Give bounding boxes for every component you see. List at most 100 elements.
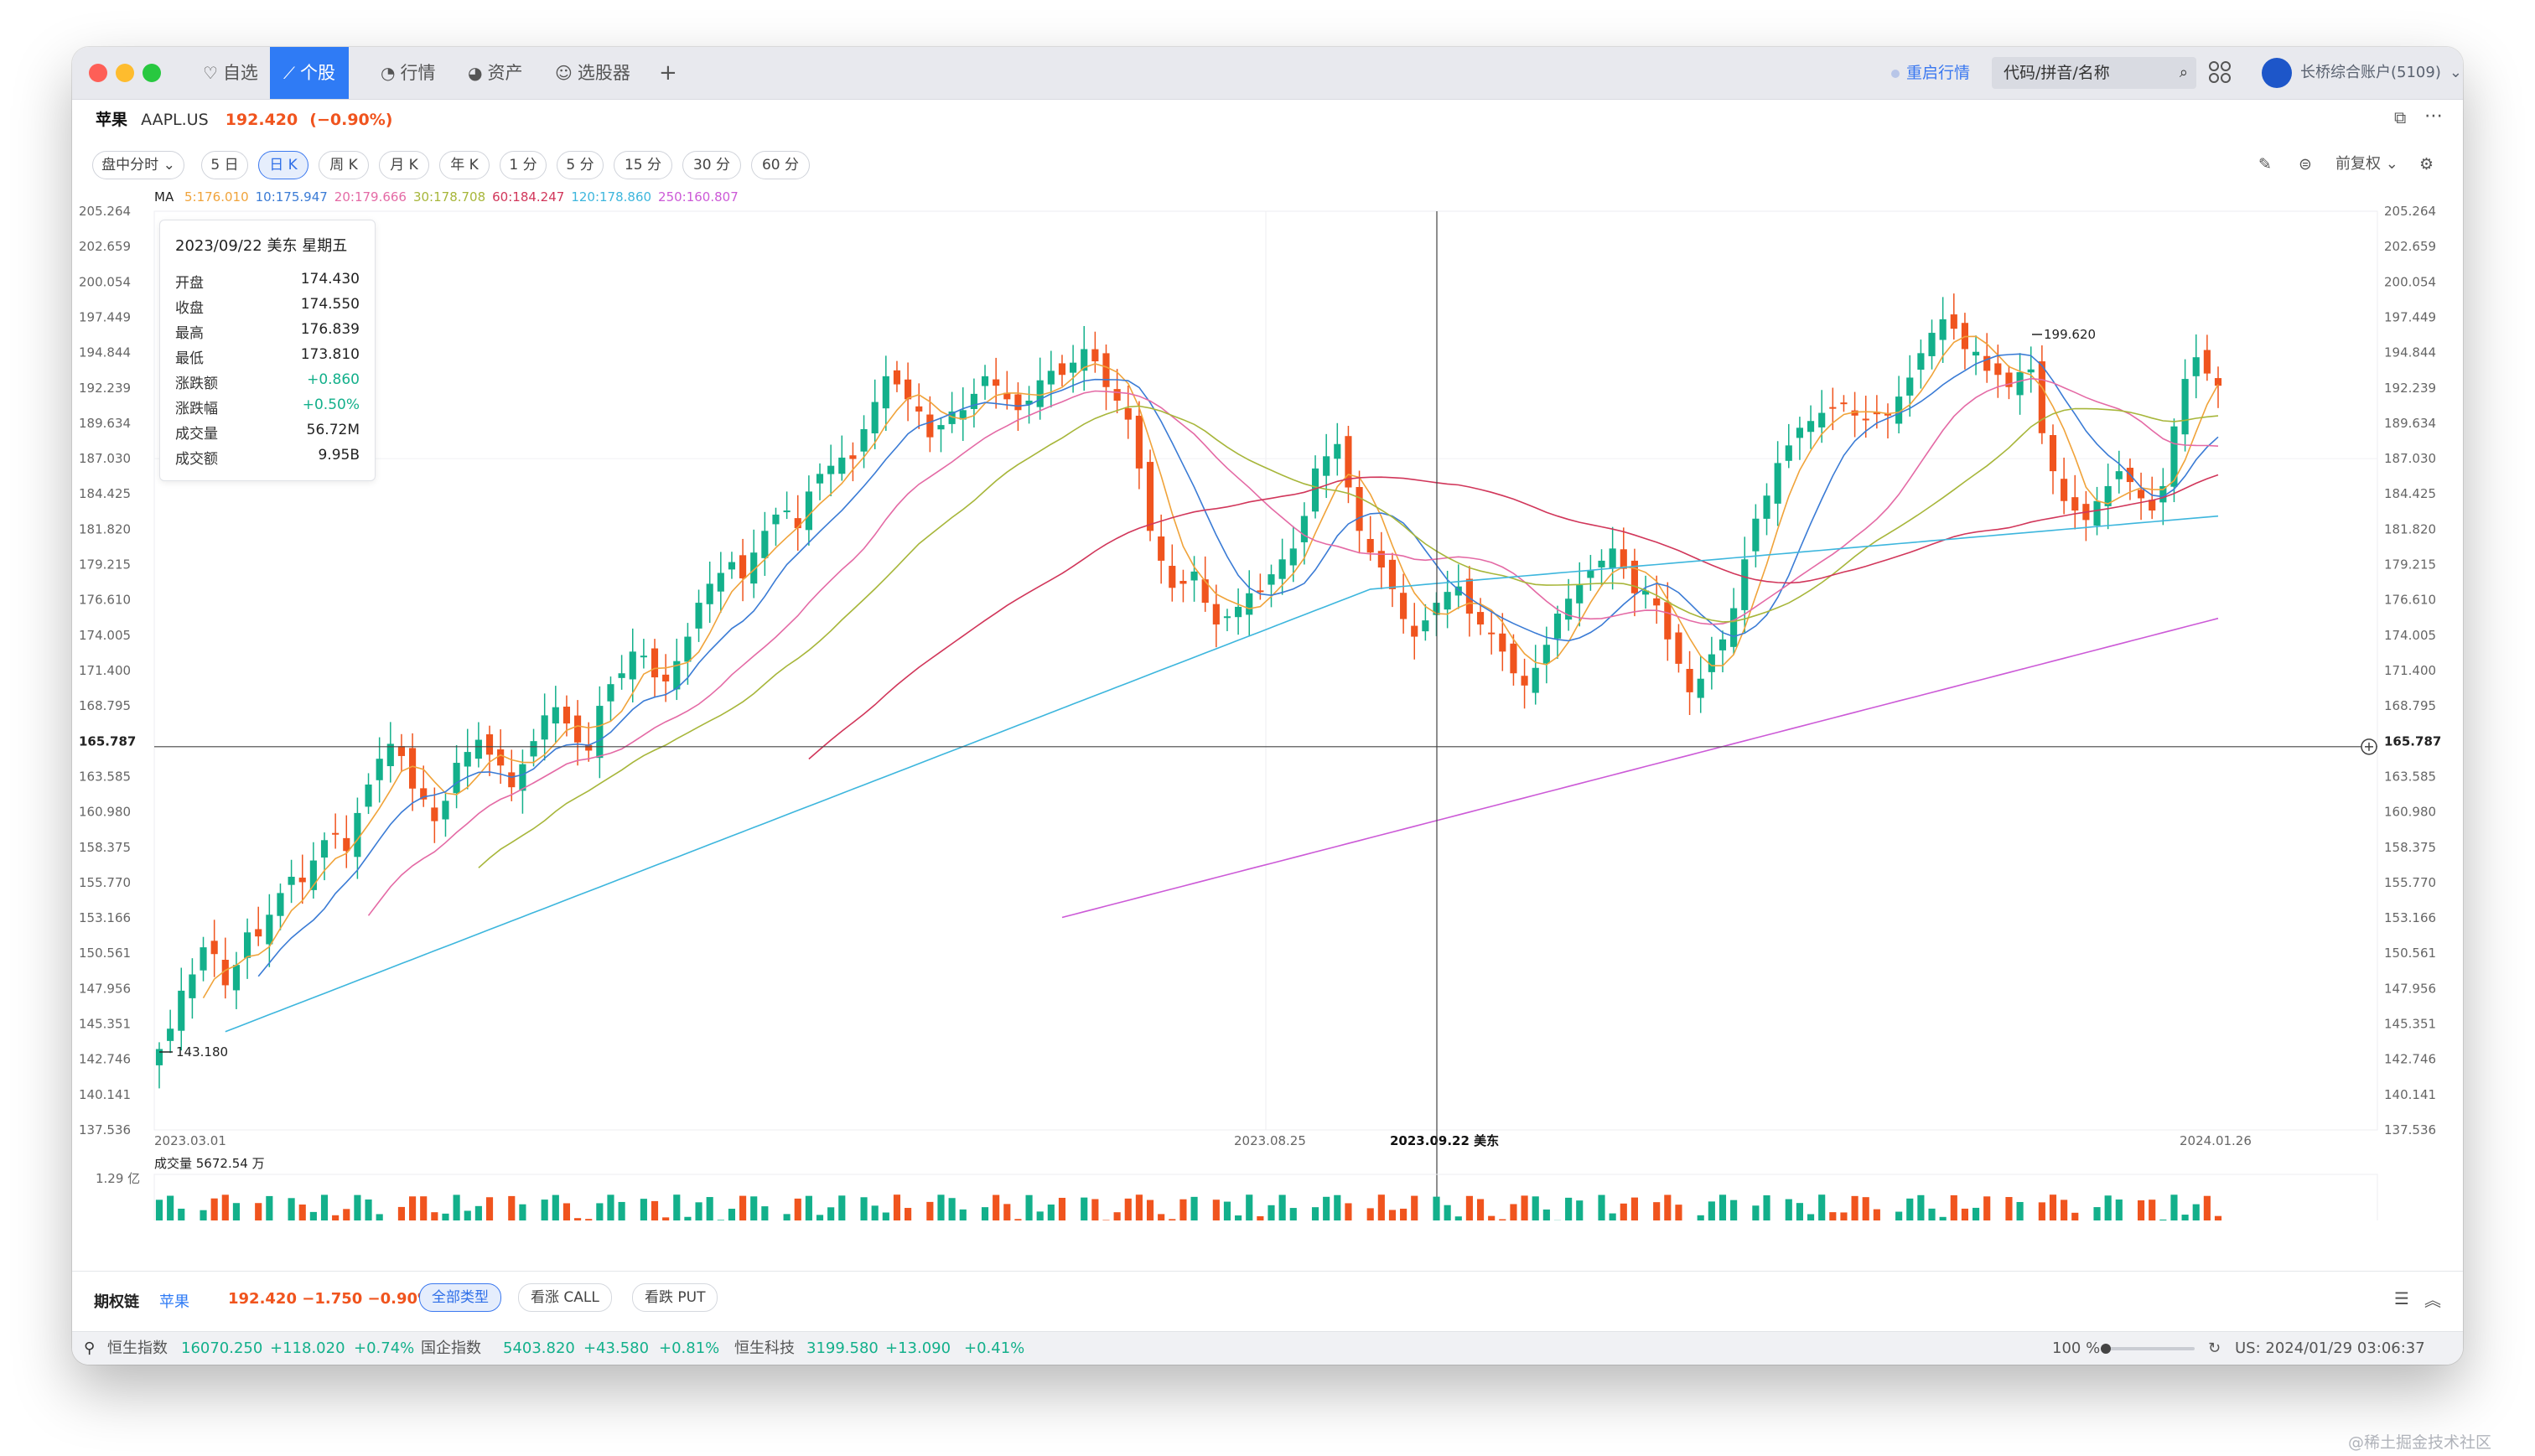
candle-body	[1895, 396, 1903, 424]
stock-code: AAPL.US	[141, 111, 209, 129]
volume-bar	[431, 1212, 438, 1220]
kline-chart[interactable]: 205.264 205.264 202.659 202.659 200.054 200.0…	[72, 47, 2463, 1220]
candle-body	[959, 410, 967, 420]
candle-body	[2093, 500, 2101, 526]
volume-bar	[1840, 1212, 1848, 1220]
tooltip-row: 收盘 174.550	[175, 296, 360, 317]
volume-bar	[298, 1204, 306, 1220]
period-15m[interactable]: 15 分	[614, 151, 672, 179]
zoom-slider-handle[interactable]	[2101, 1344, 2111, 1354]
y-tick-right: 142.746	[2384, 1052, 2436, 1067]
restart-quotes-button[interactable]: 重启行情	[1891, 47, 1970, 99]
tab-assets[interactable]: ◕ 资产	[454, 47, 536, 99]
popout-icon[interactable]: ⧉	[2394, 107, 2407, 127]
tooltip-value: 174.550	[300, 296, 360, 313]
candle-body	[1708, 654, 1715, 672]
ma120-line	[225, 515, 2219, 1033]
candle-body	[1917, 353, 1925, 370]
candle-body	[277, 893, 284, 916]
volume-bar	[1752, 1205, 1760, 1220]
volume-bar	[882, 1212, 889, 1220]
volume-bar	[1278, 1194, 1286, 1220]
candle-body	[2170, 426, 2178, 487]
period-weekly[interactable]: 周 K	[319, 151, 369, 179]
period-5m[interactable]: 5 分	[557, 151, 604, 179]
candle-body	[805, 491, 812, 531]
list-settings-icon[interactable]: ☰	[2394, 1288, 2409, 1308]
minimize-window-button[interactable]	[116, 64, 134, 82]
volume-bar	[409, 1196, 417, 1220]
period-60m[interactable]: 60 分	[751, 151, 810, 179]
tooltip-key: 最低	[175, 350, 204, 367]
candle-body	[684, 636, 692, 662]
add-tab-button[interactable]: +	[659, 60, 677, 85]
volume-bar	[1664, 1194, 1672, 1220]
period-30m[interactable]: 30 分	[682, 151, 741, 179]
period-1m[interactable]: 1 分	[500, 151, 547, 179]
settings-gear-icon[interactable]: ⚙	[2419, 155, 2434, 174]
candle-body	[409, 748, 417, 789]
collapse-up-icon[interactable]: ︽	[2424, 1290, 2441, 1310]
candle-body	[1366, 539, 1374, 553]
tab-market[interactable]: ◔ 行情	[367, 47, 448, 99]
tab-watchlist[interactable]: ♡ 自选	[189, 47, 272, 99]
filter-all-types[interactable]: 全部类型	[419, 1283, 501, 1312]
y-tick-left: 147.956	[79, 981, 131, 996]
index-hscei-pct: +0.81%	[659, 1339, 720, 1357]
volume-bar	[1235, 1215, 1242, 1220]
volume-bar	[1025, 1194, 1033, 1220]
candle-body	[386, 744, 394, 767]
draw-pencil-icon[interactable]: ✎	[2258, 155, 2272, 174]
tooltip-value: 173.810	[300, 346, 360, 363]
candle-body	[1388, 559, 1397, 589]
candle-body	[343, 837, 350, 852]
filter-call[interactable]: 看涨 CALL	[518, 1283, 612, 1312]
y-tick-left: 197.449	[79, 309, 131, 324]
tab-screener[interactable]: ☺ 选股器	[542, 47, 644, 99]
tooltip-key: 收盘	[175, 300, 204, 317]
refresh-icon[interactable]: ↻	[2208, 1339, 2221, 1357]
y-tick-right: 189.634	[2384, 416, 2436, 431]
zoom-slider[interactable]	[2101, 1344, 2195, 1354]
volume-bar	[1697, 1215, 1704, 1220]
adjust-icon[interactable]: ⊜	[2299, 155, 2312, 174]
close-window-button[interactable]	[89, 64, 107, 82]
tooltip-row: 最高 176.839	[175, 321, 360, 342]
period-daily[interactable]: 日 K	[258, 151, 308, 179]
candle-body	[2159, 485, 2167, 503]
candle-body	[221, 960, 229, 986]
y-tick-left: 137.536	[79, 1122, 131, 1137]
candle-body	[1928, 333, 1936, 356]
volume-bar	[1763, 1195, 1770, 1220]
min-price-label: 143.180	[176, 1044, 228, 1060]
account-selector[interactable]: 长桥综合账户(5109) ⌄	[2262, 55, 2462, 91]
candle-body	[266, 915, 273, 945]
grid-menu-icon[interactable]	[2208, 60, 2232, 84]
period-yearly[interactable]: 年 K	[439, 151, 490, 179]
y-tick-right: 174.005	[2384, 628, 2436, 643]
volume-bar	[1268, 1205, 1275, 1220]
title-bar: ♡ 自选 ⟋ 个股 ◔ 行情 ◕ 资产 ☺ 选股器 + 重启行情 代码/拼音/名称 ⌕ 长…	[72, 47, 2463, 100]
candle-body	[1521, 676, 1528, 686]
candle-body	[1983, 355, 1991, 371]
x-tick-label: 2023.03.01	[154, 1133, 226, 1148]
filter-put[interactable]: 看跌 PUT	[632, 1283, 718, 1312]
period-monthly[interactable]: 月 K	[379, 151, 429, 179]
candle-body	[585, 744, 593, 751]
pie-icon: ◕	[468, 63, 483, 83]
adjust-selector[interactable]: 前复权 ⌄	[2335, 155, 2398, 173]
candle-body	[1587, 570, 1594, 578]
candle-body	[1179, 581, 1187, 584]
option-chain-title: 期权链	[94, 1293, 139, 1311]
period-5d[interactable]: 5 日	[201, 151, 248, 179]
period-intraday[interactable]: 盘中分时 ⌄	[92, 151, 184, 179]
search-input[interactable]: 代码/拼音/名称 ⌕	[1992, 57, 2196, 89]
candle-body	[320, 840, 329, 858]
tab-stock[interactable]: ⟋ 个股	[270, 47, 349, 99]
option-stock-link[interactable]: 苹果	[159, 1293, 189, 1311]
candle-body	[948, 411, 956, 424]
candle-body	[1884, 412, 1892, 416]
more-icon[interactable]: ⋯	[2424, 106, 2443, 127]
maximize-window-button[interactable]	[143, 64, 161, 82]
volume-bar	[2170, 1194, 2178, 1220]
